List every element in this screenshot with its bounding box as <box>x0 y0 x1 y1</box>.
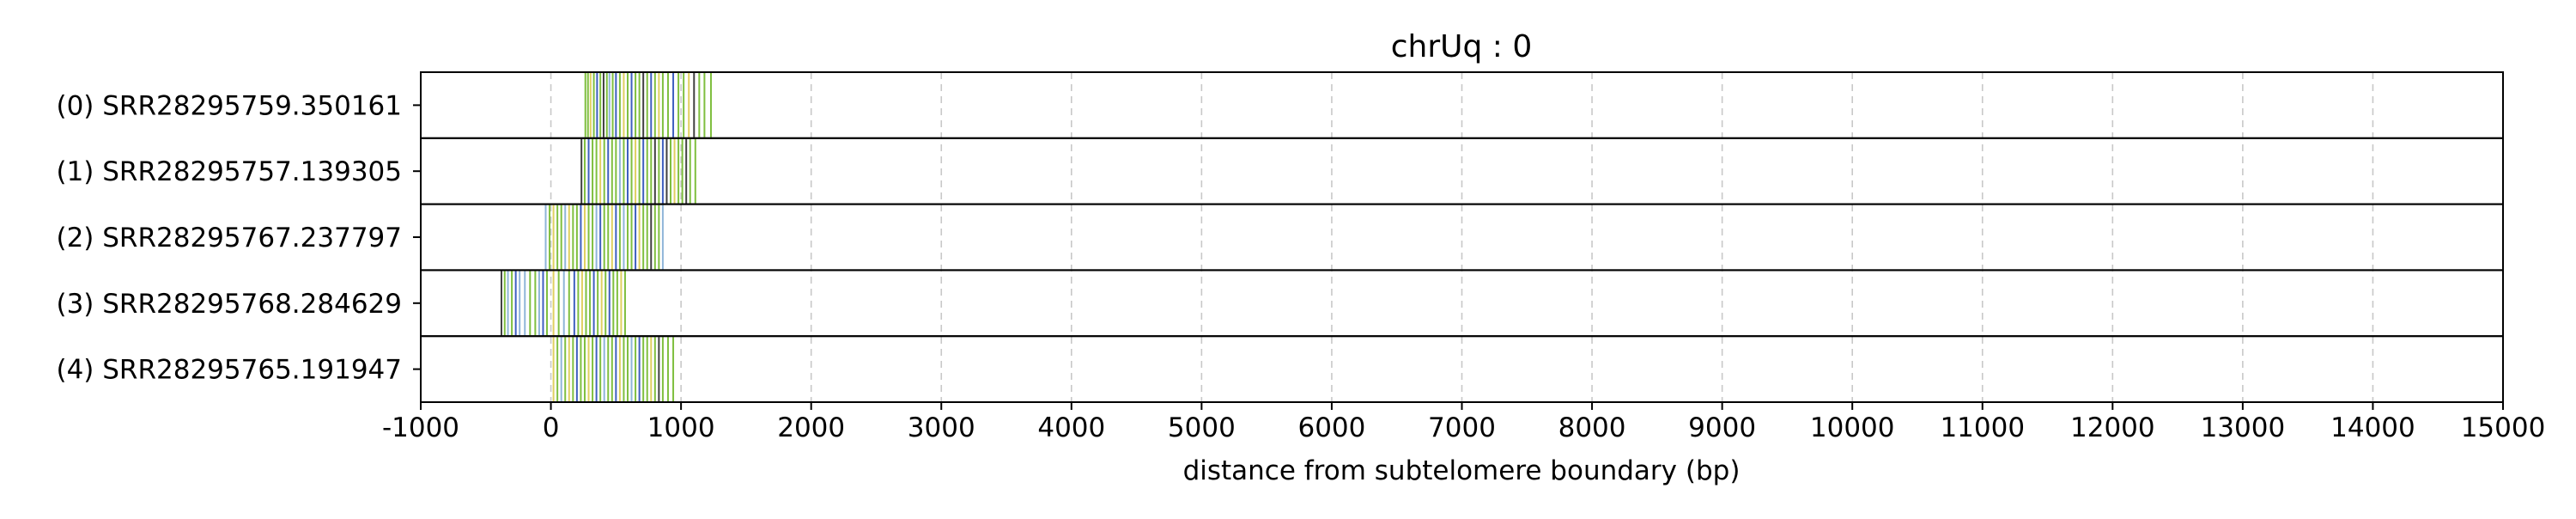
x-axis-label: distance from subtelomere boundary (bp) <box>1183 455 1741 486</box>
read-label: (4) SRR28295765.191947 <box>56 355 402 386</box>
read-row-frame <box>420 335 2504 404</box>
x-tick-label: 14000 <box>2330 412 2415 443</box>
read-label: (2) SRR28295767.237797 <box>56 223 402 253</box>
x-tick-label: 8000 <box>1558 412 1626 443</box>
read-label: (1) SRR28295757.139305 <box>56 156 402 187</box>
x-tick-label: 7000 <box>1428 412 1496 443</box>
x-tick-label: 1000 <box>647 412 715 443</box>
x-grid <box>420 72 2504 402</box>
x-tick-label: 15000 <box>2461 412 2546 443</box>
chart-title: chrUq : 0 <box>1391 29 1533 64</box>
x-tick-label: 6000 <box>1297 412 1365 443</box>
x-tick-label: 4000 <box>1037 412 1105 443</box>
x-tick-label: 9000 <box>1688 412 1756 443</box>
x-tick-label: 5000 <box>1168 412 1236 443</box>
x-tick-label: 2000 <box>777 412 845 443</box>
read-marks <box>500 73 712 401</box>
x-tick-label: -1000 <box>382 412 459 443</box>
x-tick-label: 10000 <box>1810 412 1895 443</box>
x-tick-label: 0 <box>543 412 560 443</box>
read-rows: (0) SRR28295759.350161 (1) SRR28295757.13… <box>56 71 2504 404</box>
x-axis: -1000 0 1000 2000 3000 4000 5000 6000 7000 8000 90… <box>382 402 2545 443</box>
x-tick-label: 11000 <box>1940 412 2025 443</box>
x-tick-label: 13000 <box>2201 412 2286 443</box>
x-tick-label: 12000 <box>2070 412 2155 443</box>
read-label: (3) SRR28295768.284629 <box>56 289 402 320</box>
read-label: (0) SRR28295759.350161 <box>56 90 402 121</box>
read-row-frame <box>420 203 2504 272</box>
read-row-frame <box>420 71 2504 139</box>
x-tick-label: 3000 <box>908 412 975 443</box>
